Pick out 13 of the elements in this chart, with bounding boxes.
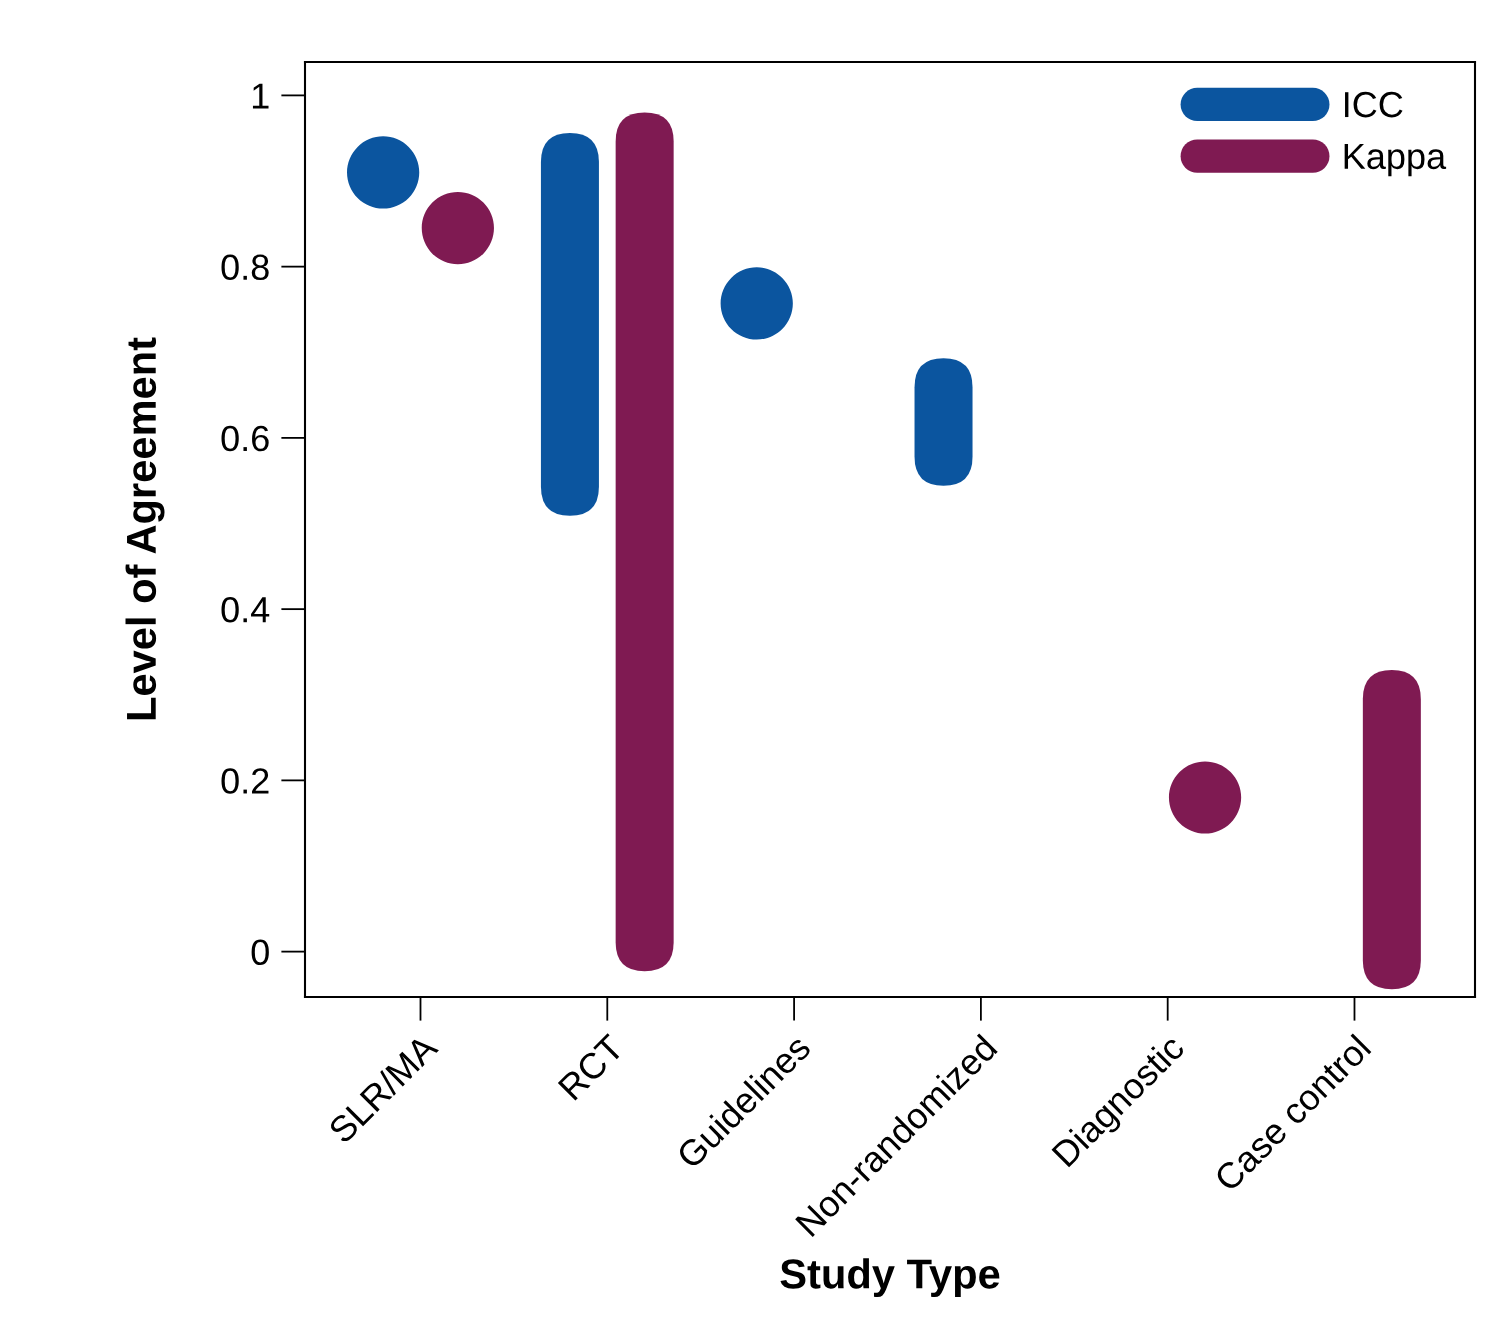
y-tick-label: 0.4	[221, 597, 270, 623]
bar	[1362, 669, 1421, 990]
y-tick-label: 0.8	[221, 254, 269, 281]
legend-label: Kappa	[1344, 143, 1447, 177]
y-tick-label: 1	[252, 83, 269, 109]
y-tick-label: 0.6	[221, 425, 269, 452]
y-tick-label: 0	[251, 939, 269, 966]
legend-label: ICC	[1345, 91, 1403, 118]
y-tick-label: 0.2	[221, 768, 269, 794]
bar	[615, 112, 674, 972]
x-axis-title: Study Type	[780, 1258, 1000, 1298]
bar	[540, 133, 599, 516]
y-axis-title: Level of Agreement	[125, 337, 165, 720]
